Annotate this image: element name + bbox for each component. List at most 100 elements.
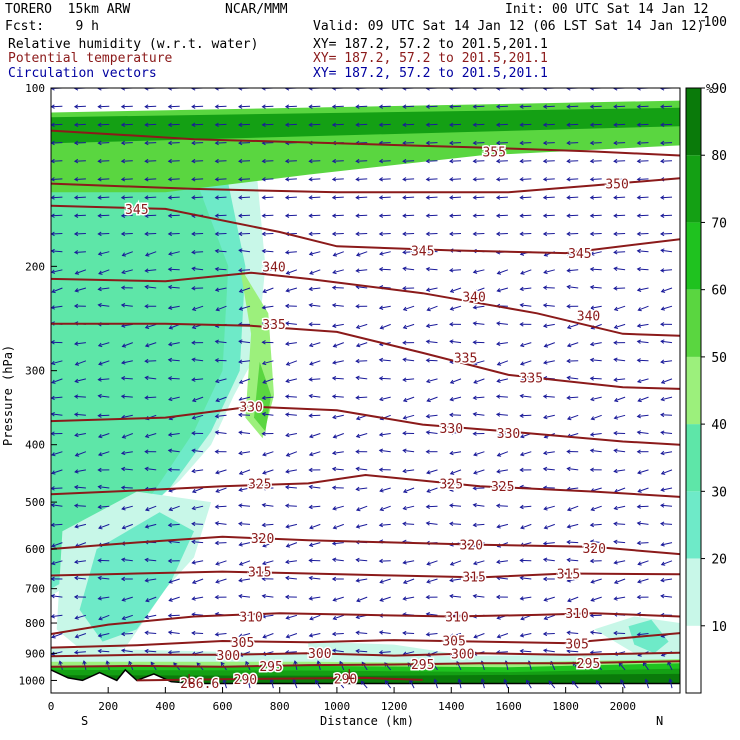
vector-arrow xyxy=(167,267,180,272)
vector-arrow xyxy=(426,396,438,403)
vector-arrow xyxy=(425,104,438,109)
colorbar-bin xyxy=(686,558,701,626)
vector-arrow xyxy=(636,122,649,128)
vector-arrow xyxy=(167,140,180,146)
theta-label: 305 xyxy=(231,636,254,651)
vector-arrow xyxy=(637,487,649,493)
vector-arrow xyxy=(120,557,133,562)
vector-arrow xyxy=(167,158,180,164)
vector-arrow xyxy=(402,487,415,494)
y-tick-label: 300 xyxy=(25,365,45,378)
vector-arrow xyxy=(261,213,274,218)
colorbar-bin xyxy=(686,88,701,156)
vector-arrow xyxy=(590,505,602,512)
vector-arrow xyxy=(144,158,157,164)
rh-band-upper xyxy=(51,174,229,574)
y-axis-label: Pressure (hPa) xyxy=(1,345,15,446)
vector-arrow xyxy=(144,375,157,381)
vector-arrow xyxy=(73,122,86,128)
vector-arrow xyxy=(425,521,438,526)
theta-label: 300 xyxy=(308,647,331,662)
vector-arrow xyxy=(73,594,86,600)
vector-arrow xyxy=(355,304,368,309)
vector-arrow xyxy=(589,140,602,146)
vector-arrow xyxy=(613,468,626,474)
vector-arrow xyxy=(167,122,180,128)
vector-arrow xyxy=(144,104,157,109)
vector-arrow xyxy=(496,469,508,474)
vector-arrow xyxy=(121,505,133,511)
vector-arrow xyxy=(214,122,227,128)
vector-arrow xyxy=(238,560,251,566)
vector-arrow xyxy=(261,104,274,109)
vector-arrow xyxy=(402,414,415,420)
vector-arrow xyxy=(331,557,344,562)
vector-arrow xyxy=(613,357,626,362)
vector-arrow xyxy=(543,342,555,348)
vector-arrow xyxy=(332,342,344,348)
vector-arrow xyxy=(519,648,532,654)
theta-label: 335 xyxy=(520,371,543,386)
vector-arrow xyxy=(519,504,532,510)
theta-label: 345 xyxy=(568,247,591,262)
vector-arrow xyxy=(660,195,673,200)
vector-arrow xyxy=(238,104,251,109)
vector-arrow xyxy=(589,357,602,363)
vector-arrow xyxy=(145,596,157,603)
vector-arrow xyxy=(355,523,368,529)
vector-arrow xyxy=(97,251,110,256)
colorbar-frame xyxy=(685,87,702,694)
vector-arrow xyxy=(73,250,86,255)
vector-arrow xyxy=(495,195,508,200)
terrain xyxy=(51,669,680,693)
vector-arrow xyxy=(566,268,579,273)
vector-arrow xyxy=(495,594,508,600)
theta-label: 295 xyxy=(577,657,600,672)
vector-arrow xyxy=(472,340,485,345)
vector-arrow xyxy=(285,523,298,529)
vector-arrow xyxy=(425,287,438,292)
theta-label: 310 xyxy=(445,611,468,626)
vector-arrow xyxy=(636,504,649,509)
vector-arrow xyxy=(566,630,579,635)
vector-arrow xyxy=(496,451,509,457)
vector-arrow xyxy=(589,630,602,635)
vector-arrow xyxy=(331,213,344,218)
vector-arrow xyxy=(144,177,157,182)
vector-arrow xyxy=(120,231,133,237)
theta-label: 305 xyxy=(565,637,588,652)
vector-arrow xyxy=(308,575,321,581)
vector-arrow xyxy=(613,340,626,345)
vector-arrow xyxy=(74,269,87,275)
vector-arrow xyxy=(167,305,180,310)
vector-arrow xyxy=(379,578,391,584)
vector-arrow xyxy=(261,305,274,310)
y-tick-label: 800 xyxy=(25,617,45,630)
vector-arrow xyxy=(355,486,368,492)
vector-arrow xyxy=(120,376,133,381)
vector-arrow xyxy=(238,213,251,218)
vector-arrow xyxy=(543,614,555,621)
vector-arrow xyxy=(262,287,274,294)
vector-arrow xyxy=(355,177,368,182)
vector-arrow xyxy=(261,321,274,326)
vector-arrow xyxy=(97,596,110,601)
header-fcst: Fcst: 9 h xyxy=(5,19,99,34)
vector-arrow xyxy=(402,158,415,164)
vector-arrow xyxy=(168,396,180,402)
vector-arrow xyxy=(402,505,415,511)
vector-arrow xyxy=(120,450,133,456)
vector-arrow xyxy=(74,614,87,620)
vector-arrow xyxy=(74,559,86,565)
colorbar-bin xyxy=(686,155,701,223)
vector-arrow xyxy=(167,448,180,453)
field-theta-name: Potential temperature xyxy=(8,51,173,66)
vector-arrow xyxy=(120,466,133,472)
vector-arrow xyxy=(519,158,532,164)
vector-arrow xyxy=(473,633,485,639)
vector-arrow xyxy=(425,449,438,454)
vector-arrow xyxy=(261,593,274,599)
vector-arrow xyxy=(496,523,509,529)
theta-contours: 355 350 345 345 345 340 340 340 335 335 335 330 330 3… xyxy=(51,129,680,693)
